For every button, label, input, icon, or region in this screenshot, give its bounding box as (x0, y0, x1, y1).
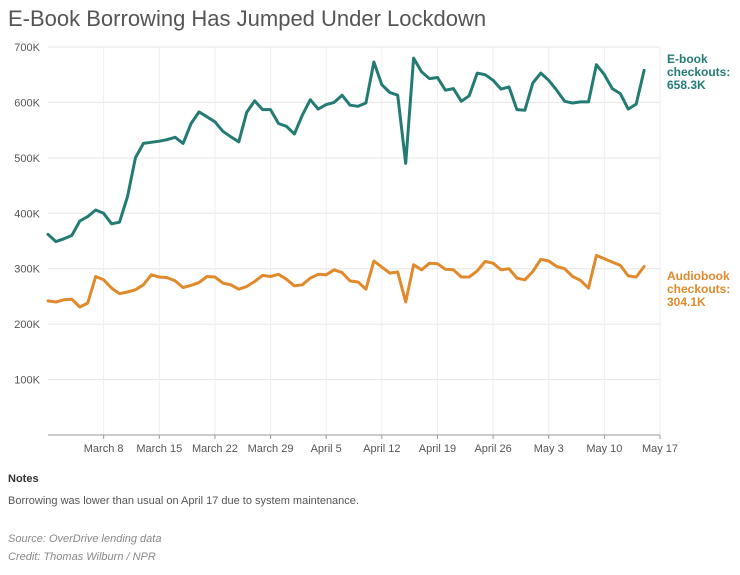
audiobook-end-label: checkouts: (667, 282, 730, 296)
x-tick-label: April 26 (474, 443, 511, 455)
x-tick-label: April 5 (311, 443, 342, 455)
y-tick-label: 700K (14, 42, 40, 54)
notes-heading: Notes (8, 473, 39, 485)
chart-title: E-Book Borrowing Has Jumped Under Lockdo… (8, 6, 487, 31)
x-tick-label: April 12 (363, 443, 400, 455)
y-tick-label: 400K (14, 208, 40, 220)
y-tick-label: 600K (14, 97, 40, 109)
series-lines (46, 56, 646, 309)
audiobook-end-label: Audiobook (667, 269, 730, 283)
x-axis-tick-labels: March 8 March 15 March 22 March 29 April 5 Ap… (84, 443, 678, 455)
x-tick-label: March 15 (136, 443, 182, 455)
credit-text: Credit: Thomas Wilburn / NPR (8, 551, 156, 563)
x-tick-label: March 22 (192, 443, 238, 455)
y-tick-label: 300K (14, 264, 40, 276)
ebook-end-label: 658.3K (667, 78, 706, 92)
ebook-series-line (46, 56, 646, 244)
notes-text: Borrowing was lower than usual on April … (8, 495, 359, 507)
x-tick-label: April 19 (419, 443, 456, 455)
x-tick-label: May 17 (642, 443, 678, 455)
ebook-end-label: E-book (667, 52, 708, 66)
y-tick-label: 200K (14, 319, 40, 331)
x-tick-label: May 3 (534, 443, 564, 455)
audiobook-series-line (46, 253, 646, 309)
source-text: Source: OverDrive lending data (8, 533, 162, 545)
y-tick-label: 100K (14, 375, 40, 387)
ebook-end-label: checkouts: (667, 65, 730, 79)
y-tick-label: 500K (14, 153, 40, 165)
x-tick-label: March 29 (248, 443, 294, 455)
gridlines (48, 46, 661, 439)
y-axis-tick-labels: 100K 200K 300K 400K 500K 600K 700K (14, 42, 40, 387)
x-tick-label: May 10 (586, 443, 622, 455)
audiobook-end-label: 304.1K (667, 295, 706, 309)
series-end-labels: E-bookcheckouts:658.3KAudiobookcheckouts… (667, 52, 730, 309)
x-tick-label: March 8 (84, 443, 124, 455)
